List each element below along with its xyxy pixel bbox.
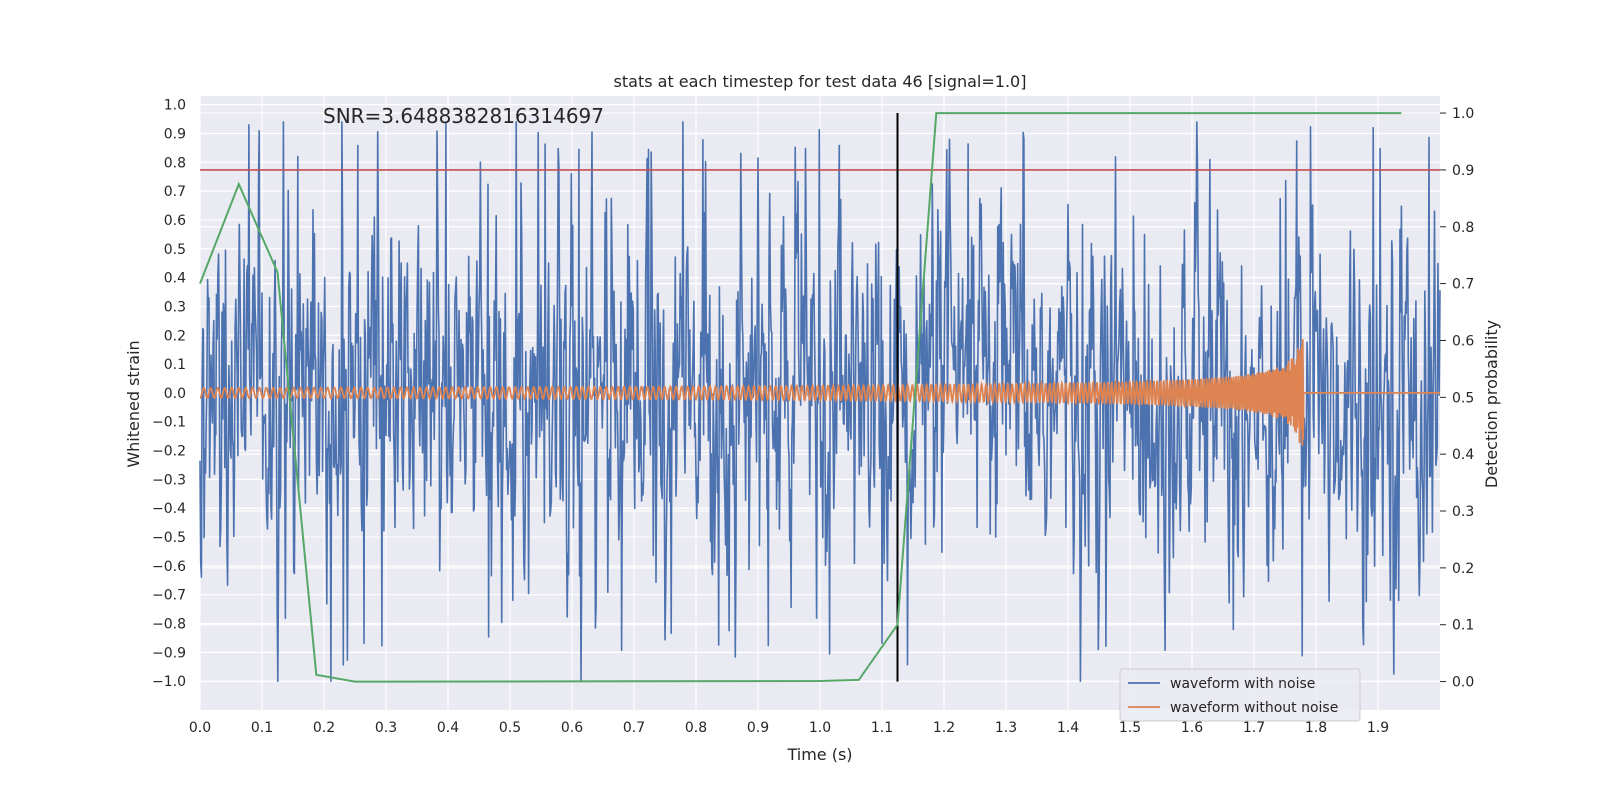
x-tick-label: 1.8	[1305, 720, 1327, 736]
y-right-tick-label: 0.9	[1452, 163, 1474, 179]
chart-title: stats at each timestep for test data 46 …	[614, 72, 1027, 91]
y-axis-label-right: Detection probability	[1482, 320, 1501, 488]
x-tick-label: 0.9	[747, 720, 769, 736]
y-left-tick-label: −0.3	[152, 472, 186, 488]
x-tick-label: 0.1	[251, 720, 273, 736]
series-probability-group	[199, 112, 1440, 683]
snr-annotation: SNR=3.6488382816314697	[323, 104, 604, 128]
legend-label-noise: waveform with noise	[1170, 676, 1315, 692]
y-right-tick-label: 0.4	[1452, 447, 1474, 463]
legend-label-clean: waveform without noise	[1170, 700, 1338, 716]
x-tick-label: 0.7	[623, 720, 645, 736]
y-axis-label-left: Whitened strain	[124, 340, 143, 467]
y-left-tick-label: −0.7	[152, 588, 186, 604]
y-left-tick-label: −0.9	[152, 645, 186, 661]
y-right-tick-label: 1.0	[1452, 106, 1474, 122]
y-left-tick-label: −0.5	[152, 530, 186, 546]
x-tick-label: 0.8	[685, 720, 707, 736]
x-tick-label: 0.3	[375, 720, 397, 736]
legend-box	[1119, 668, 1361, 722]
y-left-tick-label: 0.5	[164, 242, 186, 258]
x-tick-label: 1.0	[809, 720, 831, 736]
y-left-tick-label: 0.0	[164, 386, 186, 402]
y-left-tick-label: 0.4	[164, 271, 186, 287]
x-tick-label: 0.2	[313, 720, 335, 736]
x-tick-label: 1.4	[1057, 720, 1079, 736]
line-waveform-with-noise	[199, 121, 1441, 682]
x-tick-label: 1.9	[1367, 720, 1389, 736]
x-tick-label: 1.1	[871, 720, 893, 736]
y-left-tick-label: −0.2	[152, 444, 186, 460]
x-tick-label: 1.2	[933, 720, 955, 736]
y-left-tick-label: −0.8	[152, 617, 186, 633]
y-right-tick-label: 0.7	[1452, 277, 1474, 293]
x-tick-label: 0.5	[499, 720, 521, 736]
y-left-tick-label: −0.6	[152, 559, 186, 575]
x-tick-label: 1.6	[1181, 720, 1203, 736]
y-right-tick-label: 0.3	[1452, 504, 1474, 520]
x-tick-label: 1.5	[1119, 720, 1141, 736]
x-tick-label: 0.4	[437, 720, 459, 736]
x-tick-label: 0.0	[189, 720, 211, 736]
line-waveform-without-noise	[199, 339, 1440, 446]
series-noise-group	[199, 121, 1441, 682]
x-tick-label: 1.7	[1243, 720, 1265, 736]
y-left-tick-label: −1.0	[152, 674, 186, 690]
y-right-tick-label: 0.1	[1452, 618, 1474, 634]
y-left-tick-label: 0.1	[164, 357, 186, 373]
legend: waveform with noise waveform without noi…	[1119, 668, 1361, 722]
y-left-tick-label: 1.0	[164, 98, 186, 114]
y-right-tick-label: 0.6	[1452, 333, 1474, 349]
y-left-tick-label: 0.6	[164, 213, 186, 229]
x-tick-label: 0.6	[561, 720, 583, 736]
y-left-tick-label: 0.3	[164, 299, 186, 315]
y-left-tick-label: 0.2	[164, 328, 186, 344]
line-detection-probability	[199, 112, 1402, 683]
y-left-tick-label: 0.8	[164, 155, 186, 171]
y-left-tick-label: 0.7	[164, 184, 186, 200]
y-left-tick-label: −0.4	[152, 501, 186, 517]
y-right-tick-label: 0.5	[1452, 390, 1474, 406]
x-axis-label: Time (s)	[786, 745, 852, 764]
x-tick-label: 1.3	[995, 720, 1017, 736]
y-right-tick-label: 0.2	[1452, 561, 1474, 577]
y-right-tick-label: 0.0	[1452, 675, 1474, 691]
y-left-tick-label: 0.9	[164, 126, 186, 142]
series-clean-group	[199, 339, 1440, 446]
axis-ticks: 0.0 0.1 0.2 0.3 0.4 0.5 0.6 0.7 0.8 0.9 1.0 1.1 1.2 1…	[152, 98, 1474, 736]
y-left-tick-label: −0.1	[152, 415, 186, 431]
y-right-tick-label: 0.8	[1452, 220, 1474, 236]
